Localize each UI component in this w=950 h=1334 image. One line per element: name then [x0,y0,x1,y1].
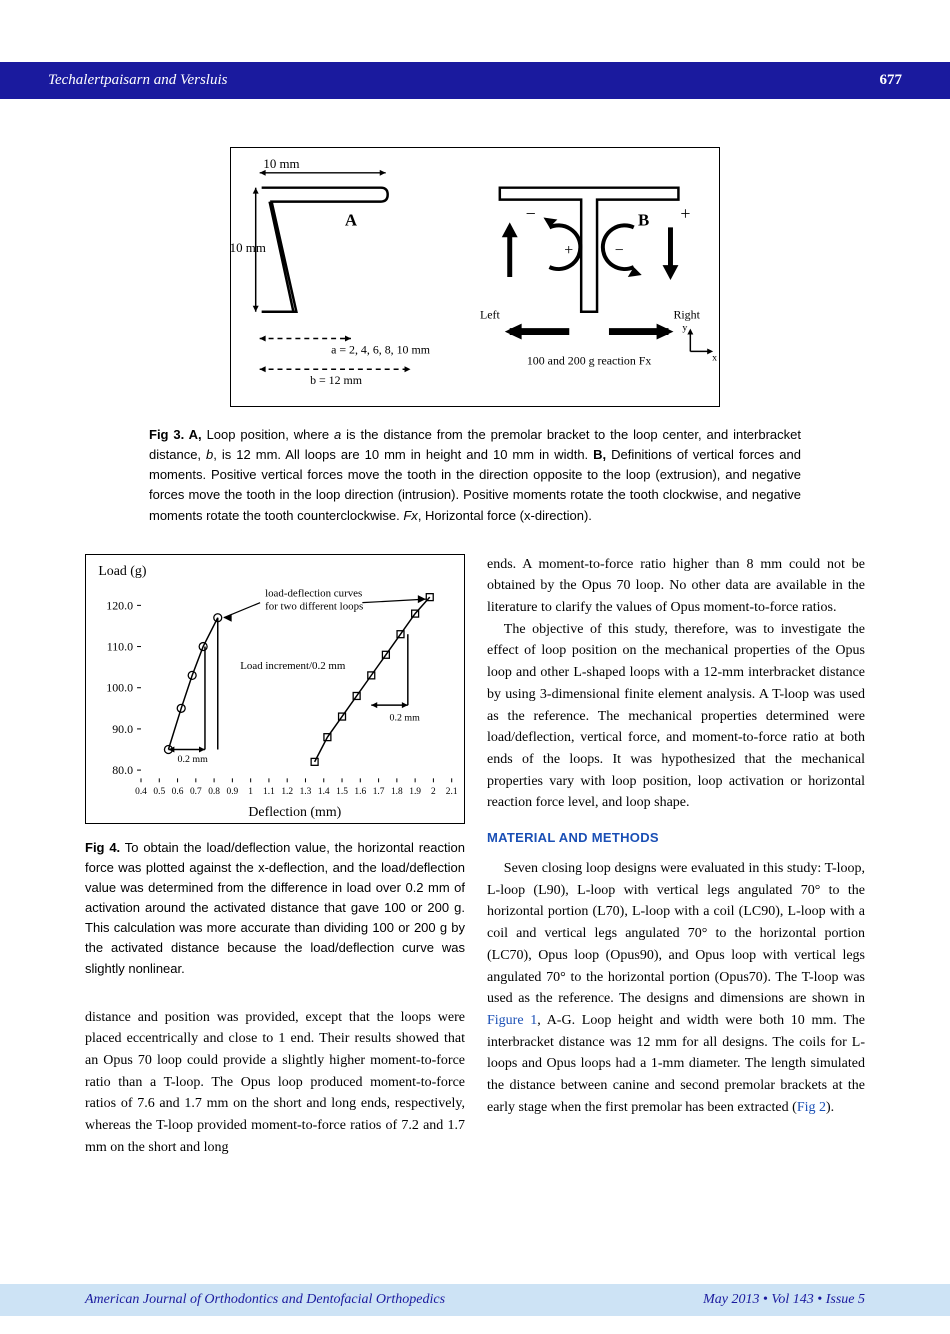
svg-text:1: 1 [248,787,253,797]
fig3-top-dim: 10 mm [263,157,299,171]
body-paragraph-3: The objective of this study, therefore, … [487,619,865,814]
svg-text:0.2 mm: 0.2 mm [390,712,421,723]
page-footer: American Journal of Orthodontics and Den… [0,1284,950,1316]
svg-text:120.0: 120.0 [106,598,133,612]
svg-text:80.0: 80.0 [112,763,133,777]
fig3-panel-a: A [345,210,358,229]
svg-text:+: + [680,203,690,223]
svg-text:1.3: 1.3 [300,787,312,797]
body-paragraph-4: Seven closing loop designs were evaluate… [487,858,865,1118]
fig3-a-label: a = 2, 4, 6, 8, 10 mm [331,342,431,356]
body-paragraph-1: distance and position was provided, exce… [85,1007,465,1159]
svg-text:+: + [564,242,573,259]
svg-text:load-deflection curves: load-deflection curves [265,587,362,599]
section-heading-methods: MATERIAL AND METHODS [487,828,865,848]
footer-journal: American Journal of Orthodontics and Den… [85,1292,445,1308]
svg-text:y: y [682,323,687,334]
header-page-number: 677 [880,72,903,89]
svg-text:for two different loops: for two different loops [265,600,363,612]
figure-3-svg: 10 mm 10 mm A a = 2, 4, 6, 8, 10 mm b = … [231,148,719,406]
svg-text:2.1: 2.1 [446,787,458,797]
figure-4: Load (g) Deflection (mm) 80.090.0100.011… [85,554,465,824]
svg-text:1.7: 1.7 [373,787,385,797]
figure-2-link[interactable]: Fig 2 [797,1100,826,1115]
svg-text:1.5: 1.5 [336,787,348,797]
fig3-right-label: Right [673,308,700,322]
svg-text:−: − [615,242,624,259]
figure-4-caption: Fig 4. To obtain the load/deflection val… [85,838,465,979]
svg-text:1.9: 1.9 [409,787,421,797]
svg-text:0.9: 0.9 [226,787,238,797]
svg-text:1.4: 1.4 [318,787,330,797]
footer-issue: May 2013 • Vol 143 • Issue 5 [703,1292,865,1308]
svg-text:1.8: 1.8 [391,787,403,797]
svg-text:110.0: 110.0 [107,639,133,653]
svg-text:0.8: 0.8 [208,787,220,797]
fig3-left-dim: 10 mm [231,241,266,255]
svg-text:0.2 mm: 0.2 mm [178,754,209,765]
header-authors: Techalertpaisarn and Versluis [48,72,227,89]
figure-4-svg: Load (g) Deflection (mm) 80.090.0100.011… [86,555,464,823]
fig3-panel-b: B [638,210,649,229]
svg-text:Load increment/0.2 mm: Load increment/0.2 mm [240,660,346,672]
svg-text:2: 2 [431,787,436,797]
figure-3-caption: Fig 3. A, Loop position, where a is the … [149,425,801,526]
svg-text:1.2: 1.2 [281,787,293,797]
svg-text:0.6: 0.6 [172,787,184,797]
svg-text:−: − [526,203,536,223]
figure-3: 10 mm 10 mm A a = 2, 4, 6, 8, 10 mm b = … [230,147,720,407]
svg-text:100.0: 100.0 [106,680,133,694]
svg-text:90.0: 90.0 [112,722,133,736]
fig4-ylabel: Load (g) [98,564,147,579]
svg-text:0.5: 0.5 [153,787,165,797]
svg-text:0.7: 0.7 [190,787,202,797]
fig3-fx-label: 100 and 200 g reaction Fx [527,353,652,367]
body-paragraph-2: ends. A moment-to-force ratio higher tha… [487,554,865,619]
svg-text:1.1: 1.1 [263,787,275,797]
fig4-xlabel: Deflection (mm) [248,805,341,820]
fig3-left-label: Left [480,308,501,322]
fig3-b-label: b = 12 mm [310,373,363,387]
svg-text:1.6: 1.6 [354,787,366,797]
svg-text:0.4: 0.4 [135,787,147,797]
figure-1-link[interactable]: Figure 1 [487,1013,537,1028]
page-header: Techalertpaisarn and Versluis 677 [0,62,950,99]
svg-text:x: x [712,352,717,363]
